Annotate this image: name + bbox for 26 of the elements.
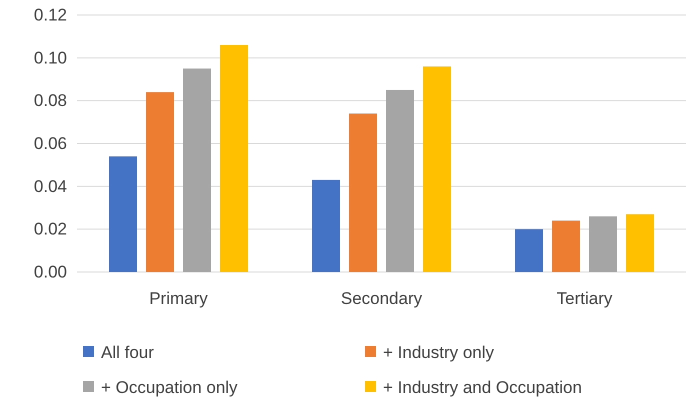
- bar: [515, 229, 543, 272]
- legend-label: All four: [101, 343, 154, 362]
- bar: [109, 156, 137, 272]
- legend-label: + Occupation only: [101, 378, 238, 397]
- legend-label: + Industry and Occupation: [383, 378, 582, 397]
- bar: [626, 214, 654, 272]
- bar: [552, 220, 580, 272]
- x-tick-label: Tertiary: [556, 289, 613, 308]
- x-tick-label: Secondary: [340, 289, 423, 308]
- bar: [220, 44, 248, 272]
- y-tick-label: 0.08: [34, 91, 67, 110]
- bar: [423, 66, 451, 272]
- bar: [589, 216, 617, 272]
- y-tick-label: 0.00: [34, 262, 67, 282]
- bar: [349, 114, 377, 272]
- legend-label: + Industry only: [383, 343, 495, 362]
- bar: [386, 90, 414, 272]
- y-tick-label: 0.04: [34, 176, 67, 196]
- y-tick-label: 0.12: [34, 5, 67, 24]
- x-tick-label: Primary: [149, 289, 208, 308]
- bar: [146, 92, 174, 272]
- y-tick-label: 0.02: [34, 220, 67, 239]
- bar: [312, 180, 340, 272]
- bar: [183, 68, 211, 272]
- y-tick-label: 0.06: [34, 134, 67, 153]
- y-tick-label: 0.10: [34, 48, 67, 68]
